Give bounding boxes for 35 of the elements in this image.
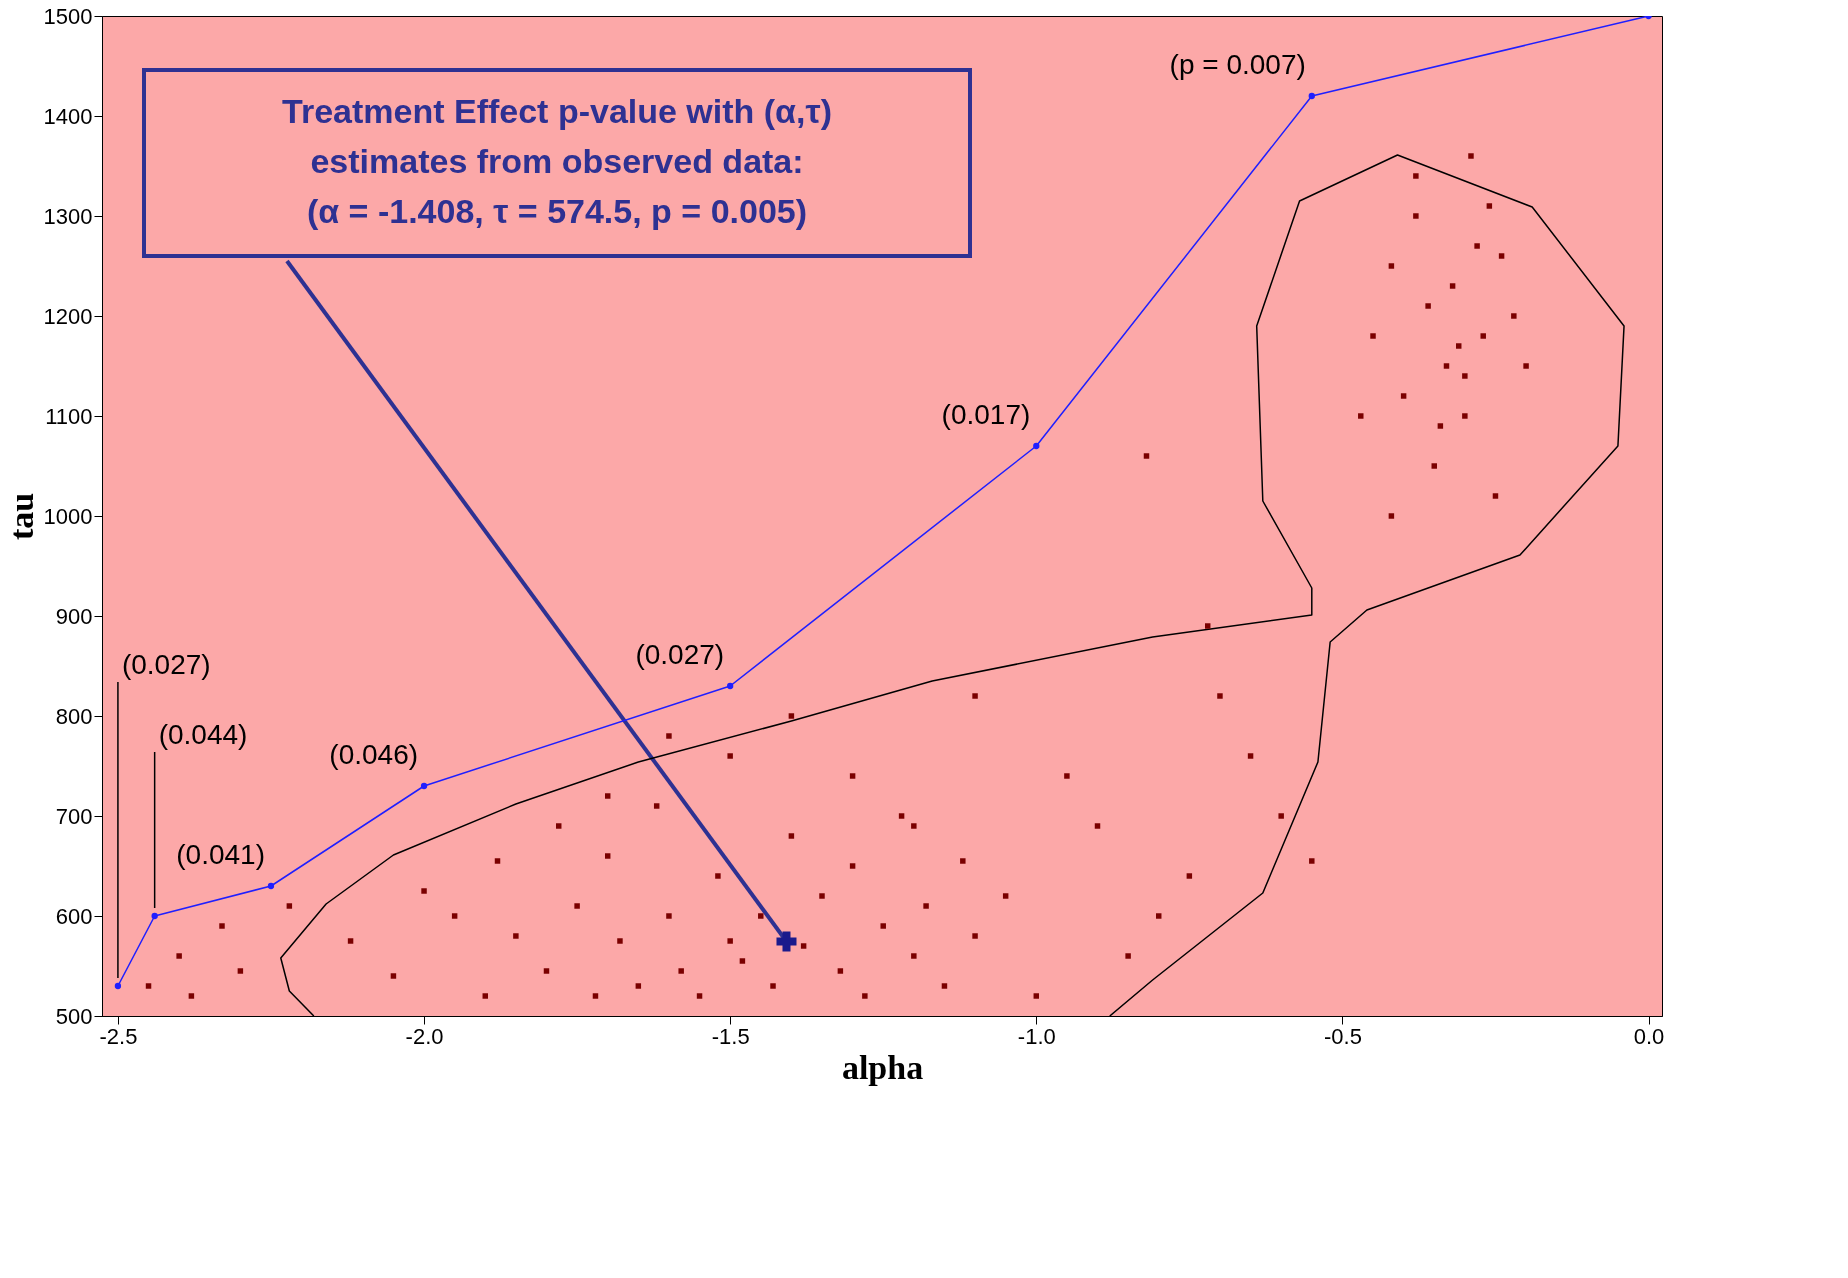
x-tick-label: -0.5 xyxy=(1323,1023,1362,1049)
x-axis-title: alpha xyxy=(841,1048,924,1086)
y-tick-label: 500 xyxy=(55,1003,93,1029)
y-tick-label: 600 xyxy=(55,903,93,929)
point xyxy=(727,682,734,690)
y-tick-label: 1400 xyxy=(43,103,93,129)
x-tick-label: -1.0 xyxy=(1017,1023,1056,1049)
y-tick-label: 900 xyxy=(55,603,93,629)
x-tick-label: -1.5 xyxy=(711,1023,750,1049)
point xyxy=(151,912,158,920)
y-axis-title: tau xyxy=(2,492,40,541)
y-tick-label: 1100 xyxy=(45,403,93,429)
x-tick-label: -2.0 xyxy=(405,1023,444,1049)
point xyxy=(776,931,797,952)
annotation: (0.046) xyxy=(329,739,419,770)
x-tick-label: -2.5 xyxy=(99,1023,138,1049)
y-tick-label: 700 xyxy=(55,803,93,829)
y-tick-label: 1500 xyxy=(43,3,93,29)
annotation: (0.017) xyxy=(941,399,1031,430)
y-tick-label: 800 xyxy=(55,703,93,729)
point xyxy=(114,982,122,990)
x-tick-label: 0.0 xyxy=(1633,1023,1665,1049)
annotation: (0.027) xyxy=(121,649,211,680)
annotation: (0.044) xyxy=(158,719,248,750)
y-tick-label: 1000 xyxy=(43,503,93,529)
point xyxy=(267,882,275,890)
annotation: (p = 0.007) xyxy=(1169,49,1306,80)
point xyxy=(1308,92,1315,100)
y-tick-label: 1200 xyxy=(43,303,93,329)
point xyxy=(420,782,428,790)
annotation: (0.027) xyxy=(635,639,725,670)
point xyxy=(1033,442,1040,450)
annotation: (0.041) xyxy=(176,839,265,870)
annotation: Treatment Effect p-value with (α,τ) estimates from observed data: (α = -1.408, τ = 574.5, p = 0.005) xyxy=(282,92,832,230)
y-tick-label: 1300 xyxy=(43,203,93,229)
